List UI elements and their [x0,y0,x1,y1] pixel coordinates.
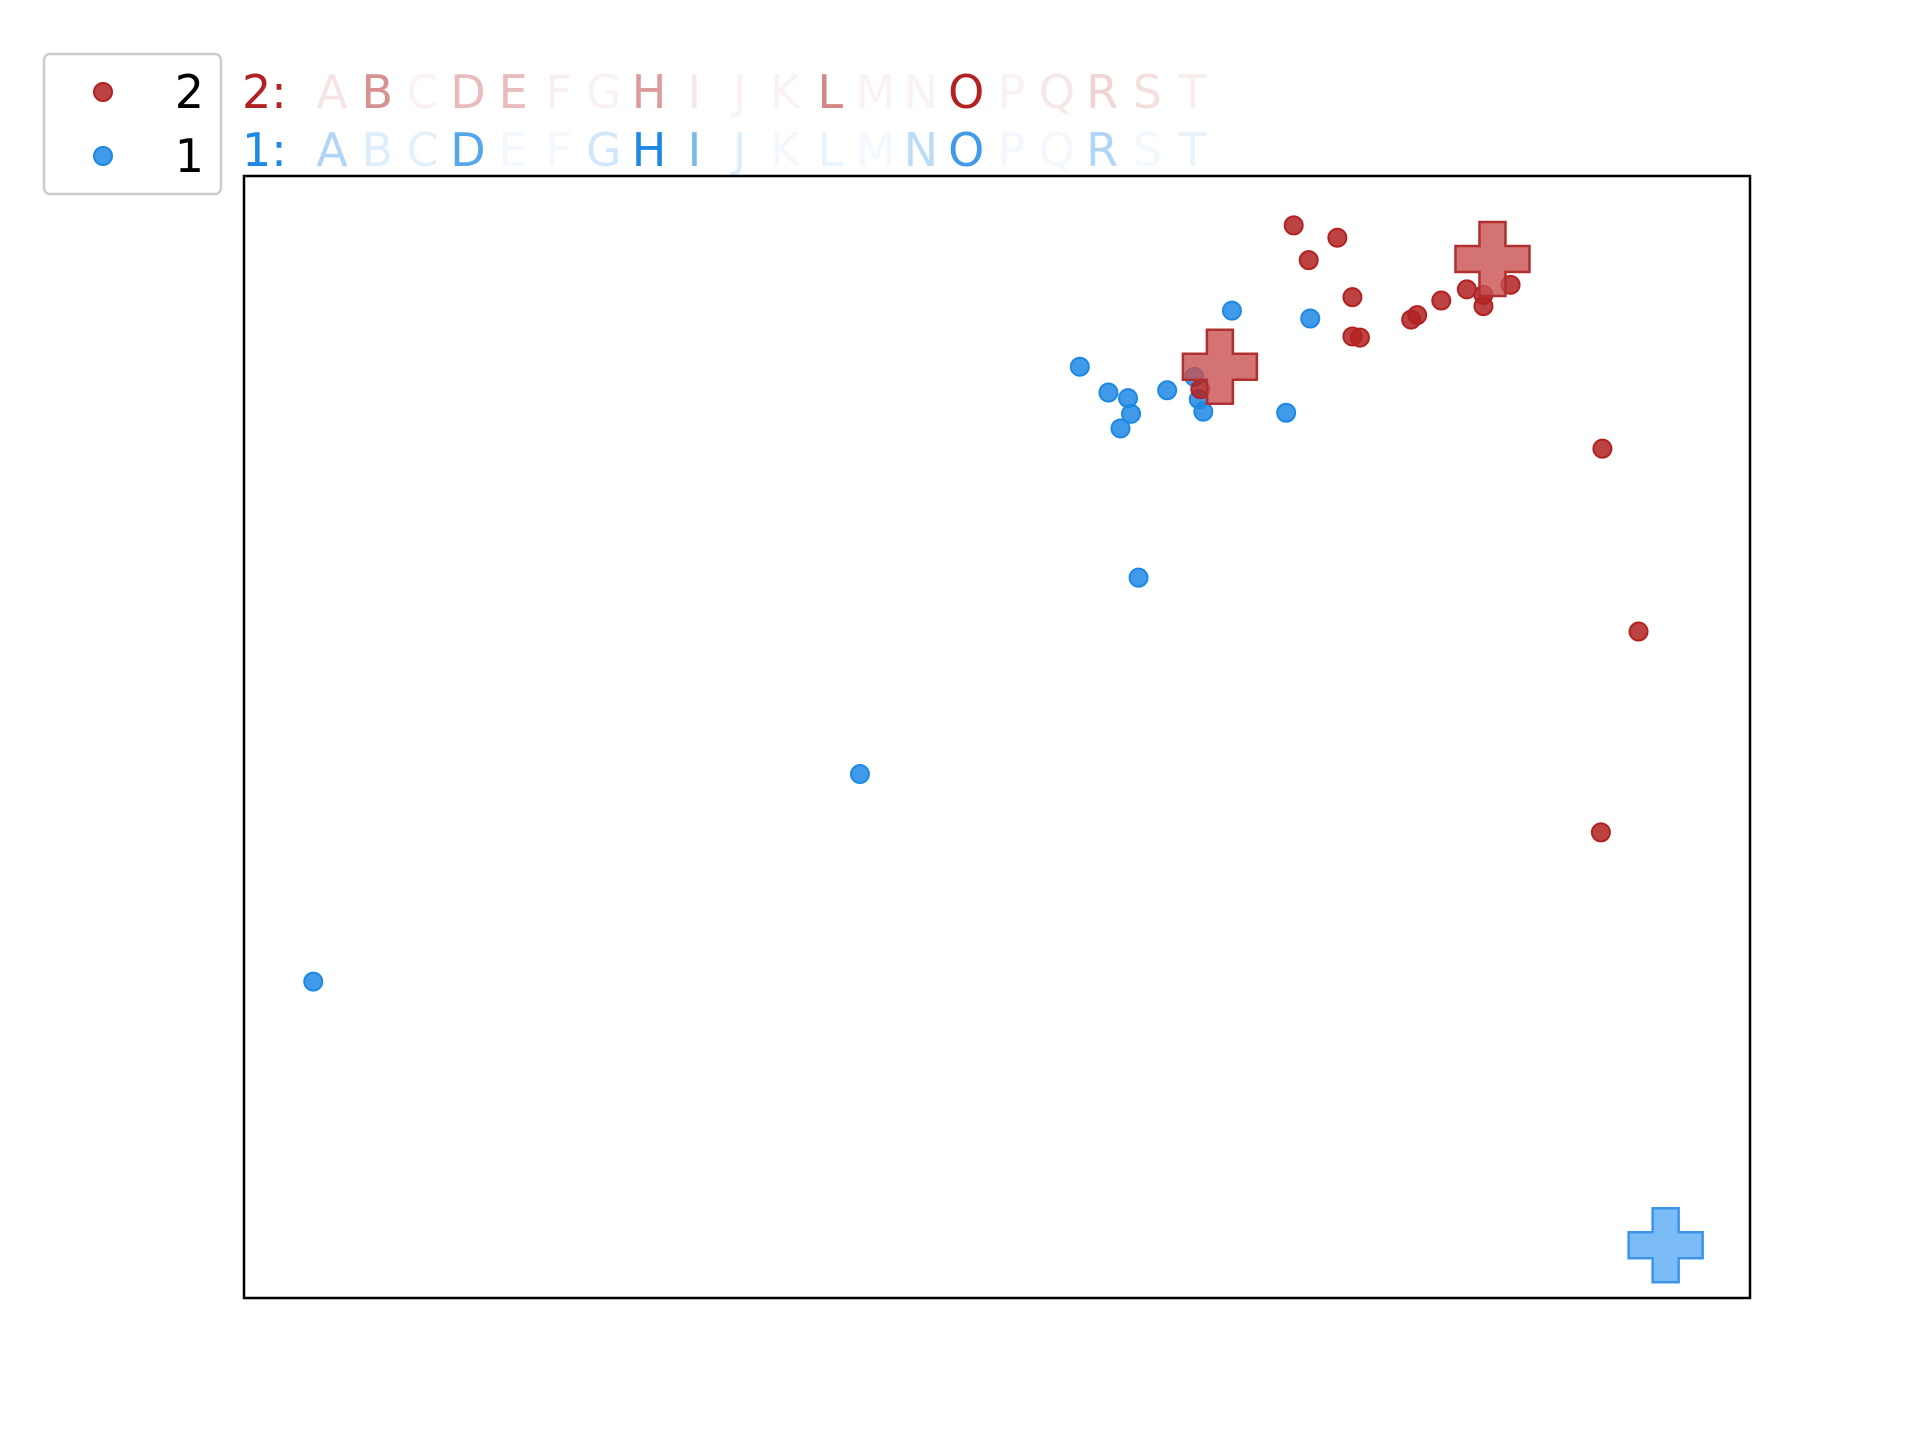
strip-1-letter-I: I [688,123,702,177]
plot-area [242,174,1752,1300]
series-1-point-10 [1121,403,1142,424]
strip-label-1: 1: [242,123,287,177]
strip-2-letter-J: J [730,65,747,119]
strip-1-letter-G: G [586,123,622,177]
series-2-point-1 [1283,215,1304,236]
strip-1-letter-Q: Q [1039,123,1075,177]
strip-1-letter-F: F [545,123,571,177]
strip-1-letter-P: P [998,123,1026,177]
series-1-point-9 [1193,401,1214,422]
series-2-point-16 [1590,822,1611,843]
strip-1-letter-O: O [948,123,984,177]
strip-2-letter-B: B [362,65,394,119]
strip-2-letter-P: P [998,65,1026,119]
strip-2-letter-N: N [904,65,938,119]
strip-2-letter-E: E [499,65,528,119]
strip-1-letter-D: D [450,123,485,177]
strip-2-letter-T: T [1178,65,1208,119]
series-2-point-15 [1628,621,1649,642]
series-2-centroid-2 [1454,220,1531,298]
series-2-point-3 [1298,250,1319,271]
strip-2-letter-R: R [1086,65,1118,119]
strip-2-letter-L: L [817,65,843,119]
legend: 21 [42,52,223,196]
series-1-point-6 [1157,380,1178,401]
legend-marker-1 [93,146,113,166]
strip-2-letter-D: D [450,65,485,119]
legend-label-1: 1 [175,129,204,183]
strip-2-letter-A: A [316,65,348,119]
series-2-point-10 [1456,279,1477,300]
strip-1-letter-R: R [1086,123,1118,177]
legend-label-2: 2 [175,65,204,119]
series-2-point-14 [1592,438,1613,459]
legend-marker-2 [93,82,113,102]
series-1-point-14 [849,764,870,785]
strip-1-letter-K: K [770,123,802,177]
strip-1-letter-S: S [1133,123,1162,177]
series-2-point-4 [1342,287,1363,308]
series-1-point-12 [1276,402,1297,423]
strip-2-letter-C: C [407,65,439,119]
strip-2-letter-K: K [770,65,802,119]
series-2-point-8 [1407,305,1428,326]
strip-2-letter-H: H [632,65,667,119]
strip-1-letter-J: J [730,123,747,177]
strip-2-letter-I: I [688,65,702,119]
series-1-point-4 [1098,382,1119,403]
strip-1-letter-E: E [499,123,528,177]
series-1-point-3 [1069,356,1090,377]
series-1-point-11 [1110,418,1131,439]
series-1-centroid-1 [1627,1207,1704,1284]
series-2-point-12 [1473,296,1494,317]
strip-2-letter-O: O [948,65,984,119]
strip-1-letter-A: A [316,123,348,177]
legend-box [42,52,223,196]
strip-1-letter-L: L [817,123,843,177]
plot-marks [303,215,1704,1284]
strip-1-letter-M: M [856,123,896,177]
letter-strips: 2: A B C D E F G H I J K L M N O P Q R S T 1: A B C D E F G H I J K L M N O P… [242,65,1208,177]
series-2-point-6 [1349,327,1370,348]
series-2-centroid-1 [1181,328,1259,405]
strip-2-letter-Q: Q [1039,65,1075,119]
series-1-point-15 [303,971,324,992]
series-1-point-13 [1128,567,1149,588]
strip-1-letter-C: C [407,123,439,177]
series-1-point-2 [1300,308,1321,329]
series-2-point-9 [1431,290,1452,311]
strip-2-letter-F: F [545,65,571,119]
strip-1-letter-N: N [904,123,938,177]
strip-1-letter-T: T [1178,123,1208,177]
strip-1-letter-H: H [632,123,667,177]
series-2-point-2 [1327,227,1348,248]
strip-2-letter-M: M [856,65,896,119]
series-1-point-1 [1221,300,1242,321]
strip-1-letter-B: B [362,123,394,177]
strip-2-letter-S: S [1133,65,1162,119]
strip-2-letter-G: G [586,65,622,119]
strip-label-2: 2: [242,65,287,119]
